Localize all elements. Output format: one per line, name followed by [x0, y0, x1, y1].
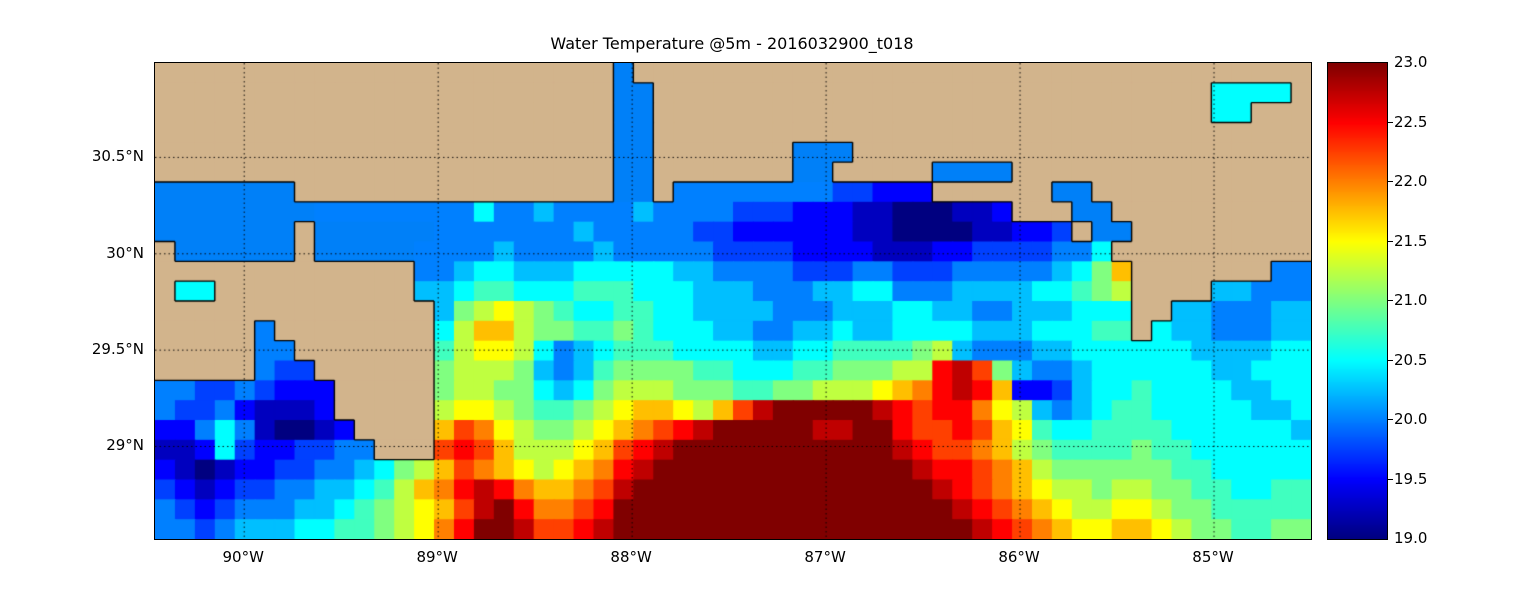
- colorbar-tick-mark: [1387, 478, 1393, 480]
- colorbar-tick-label: 23.0: [1394, 53, 1428, 71]
- colorbar-tick-mark: [1387, 181, 1393, 182]
- colorbar-tick-label: 20.0: [1394, 410, 1428, 428]
- y-axis-tick-label: 29.5°N: [91, 340, 144, 359]
- colorbar-tick-mark: [1387, 359, 1393, 361]
- x-axis-tick-label: 90°W: [222, 548, 264, 566]
- chart-title: Water Temperature @5m - 2016032900_t018: [550, 34, 914, 53]
- colorbar-gradient-canvas: [1328, 63, 1387, 539]
- colorbar-tick-label: 19.0: [1394, 529, 1428, 547]
- x-axis-tick-label: 87°W: [804, 548, 846, 566]
- x-axis-tick-label: 85°W: [1192, 548, 1234, 566]
- colorbar-tick-label: 21.0: [1394, 291, 1428, 309]
- colorbar-tick-mark: [1387, 419, 1393, 420]
- y-axis-tick-label: 29°N: [106, 436, 144, 455]
- colorbar: [1327, 62, 1388, 540]
- colorbar-tick-label: 22.0: [1394, 172, 1428, 190]
- x-axis-tick-label: 86°W: [998, 548, 1040, 566]
- colorbar-tick-mark: [1387, 300, 1393, 301]
- colorbar-tick-label: 20.5: [1394, 350, 1428, 369]
- y-axis-tick-label: 30°N: [106, 243, 144, 262]
- temperature-heatmap-canvas: [155, 63, 1311, 539]
- y-axis-tick-label: 30.5°N: [91, 147, 144, 166]
- colorbar-tick-label: 19.5: [1394, 469, 1428, 488]
- x-axis-tick-label: 89°W: [416, 548, 458, 566]
- colorbar-tick-mark: [1387, 240, 1393, 242]
- colorbar-tick-label: 22.5: [1394, 112, 1428, 131]
- colorbar-tick-label: 21.5: [1394, 231, 1428, 250]
- map-plot-area: [154, 62, 1312, 540]
- x-axis-tick-label: 88°W: [610, 548, 652, 566]
- colorbar-tick-mark: [1387, 121, 1393, 123]
